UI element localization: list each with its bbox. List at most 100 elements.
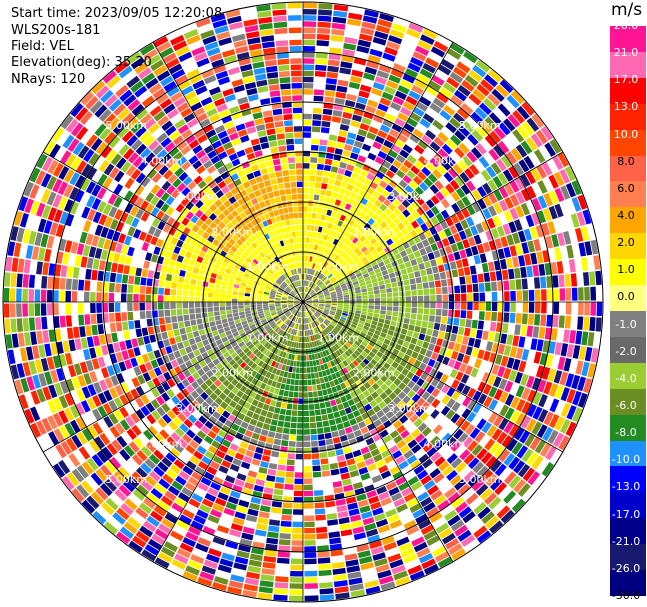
range-gate-cell [353, 315, 360, 320]
range-gate-cell [102, 303, 109, 313]
range-gate-cell [342, 229, 349, 237]
range-gate-cell [176, 519, 190, 531]
range-gate-cell [371, 278, 378, 284]
range-gate-cell [515, 144, 528, 158]
range-gate-cell [310, 144, 319, 151]
range-gate-cell [413, 345, 422, 353]
range-gate-cell [527, 240, 536, 253]
range-gate-cell [221, 439, 232, 448]
range-gate-cell [564, 315, 571, 329]
range-gate-cell [312, 305, 318, 309]
range-gate-cell [304, 280, 307, 286]
range-gate-cell [475, 264, 483, 274]
range-gate-cell [367, 99, 379, 108]
range-gate-cell [427, 321, 435, 329]
range-gate-cell [76, 431, 88, 445]
range-gate-cell [425, 405, 435, 415]
range-gate-cell [320, 127, 330, 134]
range-gate-cell [365, 280, 372, 285]
range-gate-cell [546, 158, 558, 173]
range-gate-cell [294, 303, 300, 306]
range-gate-cell [97, 356, 106, 368]
range-gate-cell [140, 479, 154, 492]
range-gate-cell [289, 314, 294, 320]
range-gate-cell [266, 283, 272, 288]
range-gate-cell [202, 410, 212, 420]
range-gate-cell [475, 173, 487, 185]
range-gate-cell [65, 303, 72, 315]
range-gate-cell [230, 523, 243, 532]
range-gate-cell [587, 363, 596, 378]
range-gate-cell [320, 458, 329, 465]
range-gate-cell [349, 418, 357, 426]
range-gate-cell [76, 243, 85, 256]
range-gate-cell [330, 276, 336, 282]
range-gate-cell [423, 479, 436, 491]
range-gate-cell [304, 330, 307, 336]
range-gate-cell [386, 134, 397, 144]
range-gate-cell [212, 536, 226, 546]
range-gate-cell [89, 439, 101, 453]
range-gate-cell [319, 195, 325, 202]
range-gate-cell [315, 257, 320, 264]
range-gate-cell [324, 158, 333, 166]
range-gate-cell [10, 272, 17, 287]
range-gate-cell [209, 353, 217, 361]
range-gate-cell [355, 435, 365, 443]
range-gate-cell [303, 237, 307, 243]
range-gate-cell [342, 262, 349, 269]
range-gate-cell [430, 46, 446, 58]
range-gate-cell [294, 298, 300, 301]
range-gate-cell [417, 302, 424, 308]
range-gate-cell [274, 362, 280, 369]
range-gate-cell [444, 487, 457, 499]
range-gate-cell [488, 331, 495, 342]
range-gate-cell [251, 458, 261, 466]
range-gate-cell [253, 452, 263, 460]
range-gate-cell [530, 252, 538, 265]
range-gate-cell [91, 198, 102, 211]
range-gate-cell [307, 206, 313, 213]
range-gate-cell [228, 337, 236, 344]
range-gate-cell [278, 545, 291, 552]
range-gate-cell [396, 364, 404, 373]
range-gate-cell [41, 204, 52, 219]
range-gate-cell [433, 152, 445, 164]
range-gate-cell [207, 311, 214, 317]
range-gate-cell [165, 195, 175, 206]
range-gate-cell [370, 546, 385, 555]
range-gate-cell [528, 289, 535, 301]
range-gate-cell [289, 434, 297, 441]
range-gate-cell [232, 294, 238, 299]
range-gate-cell [175, 203, 185, 213]
range-gate-cell [219, 367, 227, 375]
range-gate-cell [356, 326, 363, 332]
range-gate-cell [379, 165, 389, 175]
range-gate-cell [475, 222, 485, 234]
range-gate-cell [286, 312, 292, 318]
range-gate-cell [456, 107, 470, 120]
range-gate-cell [314, 353, 319, 360]
range-gate-cell [149, 470, 161, 482]
range-gate-cell [176, 547, 192, 559]
range-gate-cell [367, 152, 377, 161]
range-gate-cell [532, 391, 543, 405]
range-gate-cell [345, 232, 352, 239]
range-gate-cell [96, 303, 102, 313]
range-gate-cell [172, 416, 183, 427]
range-gate-cell [310, 366, 315, 373]
range-gate-cell [75, 388, 86, 402]
range-gate-cell [342, 360, 349, 367]
range-gate-cell [256, 297, 263, 300]
range-gate-cell [104, 377, 114, 389]
range-gate-cell [391, 361, 399, 369]
range-gate-cell [31, 216, 41, 231]
range-gate-cell [35, 420, 47, 436]
range-gate-cell [52, 463, 66, 478]
range-gate-cell [346, 565, 361, 573]
range-gate-cell [513, 427, 525, 441]
range-gate-cell [306, 367, 311, 373]
range-gate-cell [535, 365, 545, 378]
range-gate-cell [281, 514, 292, 521]
range-gate-cell [356, 364, 363, 372]
